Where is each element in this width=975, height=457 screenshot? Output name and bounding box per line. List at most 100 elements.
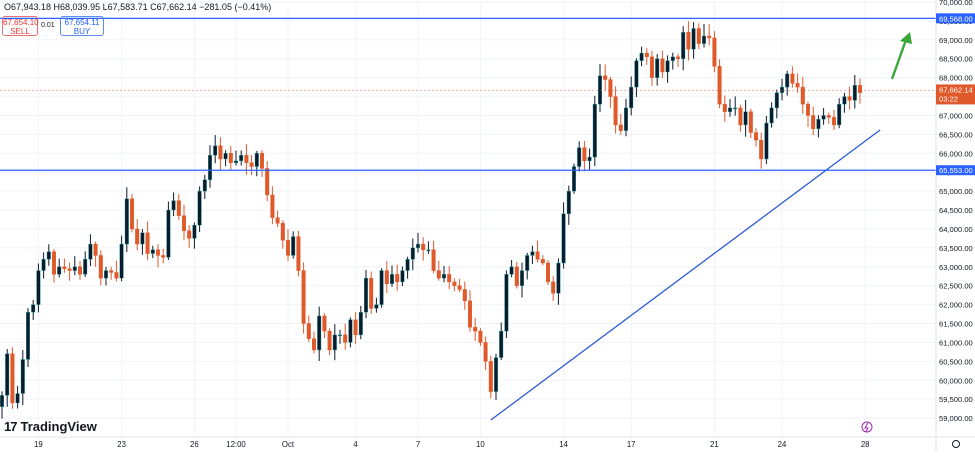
candle-body	[181, 215, 186, 232]
grid-layer	[0, 1, 936, 437]
candle-body	[421, 243, 426, 250]
price-tick-label: 68,000.00	[939, 74, 973, 83]
candle-body	[62, 266, 67, 269]
buy-button[interactable]: 67,654.11 BUY	[60, 16, 104, 36]
candle-body	[442, 274, 447, 279]
price-tick-label: 66,500.00	[939, 130, 973, 139]
candle-body	[46, 251, 51, 260]
candle-body	[660, 58, 665, 73]
candle-body	[67, 268, 72, 271]
candle-body	[426, 249, 431, 251]
time-tick-label: 7	[416, 440, 420, 449]
candle-body	[332, 334, 337, 351]
candle-body	[155, 249, 160, 256]
time-tick-label: 12:00	[226, 440, 246, 449]
candle-body	[644, 52, 649, 58]
price-tick-label: 62,000.00	[939, 301, 973, 310]
candle-body	[249, 162, 254, 167]
candle-body	[135, 228, 140, 245]
candle-body	[696, 28, 701, 44]
candle-body	[301, 270, 306, 324]
candle-body	[821, 115, 826, 120]
candle-body	[754, 132, 759, 141]
candle-body	[691, 28, 696, 50]
candle-body	[525, 255, 530, 271]
candle-body	[806, 103, 811, 116]
candle-body	[31, 304, 36, 313]
candle-body	[93, 243, 98, 256]
candle-body	[598, 75, 603, 105]
price-axis-bg	[936, 0, 975, 452]
tradingview-logo[interactable]: 17 TradingView	[4, 419, 97, 434]
time-tick-label: 21	[710, 440, 719, 449]
candle-body	[5, 353, 10, 396]
price-tick-label: 64,500.00	[939, 206, 973, 215]
candle-body	[582, 147, 587, 162]
time-tick-label: Oct	[282, 440, 295, 449]
candle-body	[20, 359, 25, 394]
candle-body	[743, 111, 748, 126]
candle-body	[114, 272, 119, 279]
candle-body	[452, 281, 457, 286]
candle-body	[769, 107, 774, 124]
candle-body	[416, 243, 421, 249]
drawings-layer	[0, 17, 936, 433]
candle-body	[265, 168, 270, 196]
candle-body	[790, 73, 795, 84]
candle-body	[847, 96, 852, 101]
candle-body	[577, 147, 582, 167]
candle-body	[733, 107, 738, 110]
candle-body	[858, 85, 863, 93]
candle-body	[280, 223, 285, 241]
candle-body	[530, 251, 535, 256]
candle-body	[624, 107, 629, 131]
candle-body	[88, 243, 93, 260]
candle-body	[103, 270, 108, 279]
candle-body	[26, 311, 31, 360]
candle-body	[780, 86, 785, 93]
candle-body	[655, 58, 660, 78]
time-tick-label: 14	[559, 440, 568, 449]
candle-body	[572, 166, 577, 192]
candle-body	[72, 266, 77, 271]
candle-body	[233, 160, 238, 163]
candle-body	[400, 270, 405, 283]
sell-button[interactable]: 67,654.10 SELL	[2, 16, 39, 36]
candle-body	[457, 285, 462, 290]
candle-body	[717, 66, 722, 105]
candle-body	[364, 277, 369, 313]
settings-gear-icon[interactable]	[952, 440, 960, 448]
candle-body	[202, 179, 207, 192]
price-tick-label: 69,000.00	[939, 36, 973, 45]
lightning-icon-glyph	[864, 422, 869, 433]
candle-body	[228, 153, 233, 163]
candle-body	[15, 393, 20, 404]
candle-body	[676, 56, 681, 59]
candles-layer	[0, 21, 863, 419]
candle-body	[275, 217, 280, 224]
candle-body	[431, 249, 436, 271]
candle-body	[665, 60, 670, 73]
candle-body	[613, 96, 618, 126]
sell-label: SELL	[10, 27, 30, 36]
candle-body	[852, 85, 857, 101]
candle-body	[129, 198, 134, 230]
candle-body	[57, 266, 62, 275]
candle-body	[712, 37, 717, 67]
candle-body	[826, 115, 831, 118]
candle-body	[473, 327, 478, 332]
candle-body	[176, 200, 181, 216]
candle-body	[759, 139, 764, 160]
time-tick-label: 10	[476, 440, 485, 449]
candle-body	[494, 357, 499, 392]
candle-body	[312, 338, 317, 351]
candle-body	[478, 330, 483, 343]
candle-body	[639, 52, 644, 61]
tradingview-logo-text: TradingView	[20, 419, 97, 434]
candle-body	[499, 330, 504, 358]
candle-body	[707, 35, 712, 39]
candle-body	[837, 103, 842, 126]
candle-body	[774, 92, 779, 109]
